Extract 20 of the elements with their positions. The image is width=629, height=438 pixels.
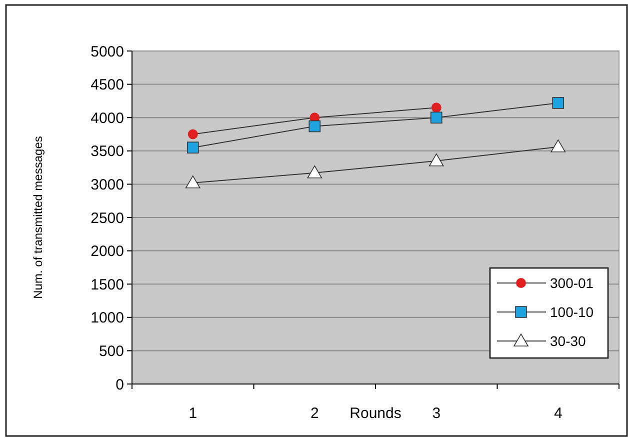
x-tick-label: 4	[554, 405, 562, 422]
x-tick-label: 3	[432, 405, 441, 422]
legend-label: 300-01	[550, 274, 594, 291]
y-tick-label: 5000	[90, 43, 124, 60]
y-tick-label: 500	[98, 342, 124, 360]
y-tick-label: 0	[116, 376, 124, 394]
y-tick-label: 1500	[90, 276, 124, 294]
y-axis-title: Num. of transmitted messages	[31, 136, 45, 299]
legend-label: 100-10	[550, 304, 594, 320]
y-tick-label: 2000	[90, 243, 124, 260]
x-tick-label: 1	[188, 405, 198, 422]
y-tick-label: 4500	[90, 76, 124, 94]
x-axis-title: Rounds	[350, 405, 402, 422]
y-tick-label: 3000	[90, 176, 124, 194]
y-tick-label: 4000	[90, 110, 124, 127]
legend-label: 30-30	[550, 332, 586, 349]
x-tick-label: 2	[310, 405, 319, 422]
y-tick-label: 2500	[90, 210, 124, 227]
y-tick-label: 3500	[90, 143, 124, 160]
y-tick-label: 1000	[90, 310, 124, 327]
